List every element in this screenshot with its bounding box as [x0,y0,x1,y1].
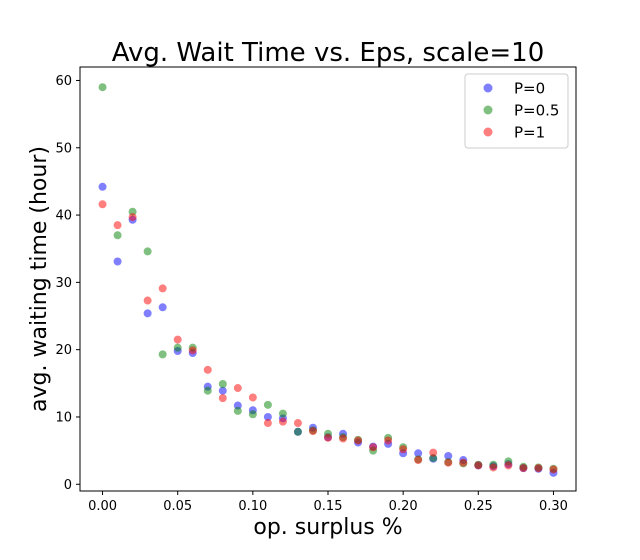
data-point [113,231,122,240]
x-axis-title: op. surplus % [253,515,402,540]
data-point [489,463,498,472]
data-point [98,200,107,209]
data-point [308,427,317,436]
legend-marker [483,83,493,93]
legend-label: P=0.5 [514,102,559,120]
data-point [128,213,137,222]
data-point [474,461,483,470]
data-point [248,393,257,402]
data-point [143,296,152,305]
data-point [173,335,182,344]
data-point [399,445,408,454]
x-tick-label: 0.20 [389,499,418,514]
data-point [414,456,423,465]
data-point [98,182,107,191]
data-point [429,448,438,457]
data-point [444,458,453,467]
data-point [534,464,543,473]
data-point [203,386,212,395]
data-point [113,221,122,230]
data-point [444,452,453,461]
y-tick-label: 50 [55,141,72,156]
data-point [173,343,182,352]
data-point [248,410,257,419]
data-point [293,427,302,436]
data-point [143,309,152,318]
data-point [549,465,558,474]
y-axis: 0 10 20 30 40 50 60 [55,74,80,493]
y-tick-label: 10 [55,410,72,425]
y-tick-label: 30 [55,276,72,291]
x-tick-label: 0.15 [314,499,343,514]
data-point [263,419,272,428]
data-point [384,436,393,445]
data-point [218,379,227,388]
legend-label: P=0 [514,80,545,98]
data-point [233,406,242,415]
y-tick-label: 40 [55,209,72,224]
y-axis-title: avg. waiting time (hour) [27,146,52,412]
data-point [293,419,302,428]
data-points [98,83,558,477]
y-tick-label: 20 [55,343,72,358]
data-point [459,458,468,467]
data-point [218,386,227,395]
data-point [263,412,272,421]
data-point [324,433,332,442]
legend: P=0 P=0.5 P=1 [464,73,569,149]
data-point [354,436,363,445]
legend-label: P=1 [514,124,545,142]
legend-marker [483,127,493,137]
data-point [188,346,197,355]
data-point [263,400,272,409]
data-point [143,247,152,256]
data-point [339,434,348,443]
data-point [414,449,423,458]
data-point [158,284,167,293]
x-axis: 0.00 0.05 0.10 0.15 0.20 0.25 0.30 [88,491,568,514]
data-point [369,443,378,452]
data-point [519,464,528,473]
data-point [158,350,167,359]
data-point [113,257,122,266]
data-point [233,384,242,393]
chart-title: Avg. Wait Time vs. Eps, scale=10 [112,38,545,68]
series-2-points [98,200,558,474]
data-point [158,303,167,312]
data-point [278,417,287,426]
x-tick-label: 0.10 [238,499,267,514]
x-tick-label: 0.30 [539,499,568,514]
data-point [203,365,212,374]
x-tick-label: 0.25 [464,499,493,514]
data-point [278,409,287,418]
x-tick-label: 0.00 [88,499,117,514]
legend-marker [483,105,493,115]
x-tick-label: 0.05 [163,499,192,514]
data-point [504,461,513,470]
y-tick-label: 0 [64,478,72,493]
data-point [218,394,227,403]
data-point [98,83,107,92]
y-tick-label: 60 [55,74,72,89]
